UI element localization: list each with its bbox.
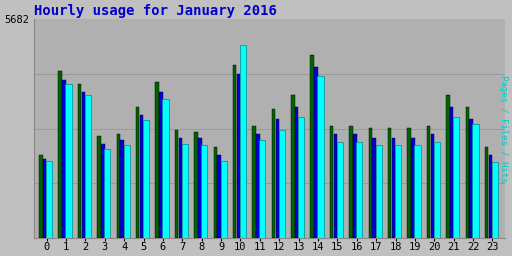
Bar	[159, 92, 163, 238]
Bar	[201, 145, 207, 238]
Bar	[395, 145, 401, 238]
Bar	[240, 45, 246, 238]
Text: Hourly usage for January 2016: Hourly usage for January 2016	[34, 4, 277, 18]
Bar	[97, 136, 101, 238]
Bar	[369, 128, 372, 238]
Bar	[136, 107, 139, 238]
Bar	[337, 142, 343, 238]
Bar	[123, 145, 130, 238]
Bar	[334, 134, 337, 238]
Bar	[356, 142, 362, 238]
Bar	[162, 99, 168, 238]
Bar	[198, 138, 202, 238]
Bar	[434, 142, 440, 238]
Bar	[372, 138, 376, 238]
Bar	[431, 134, 434, 238]
Bar	[411, 138, 415, 238]
Bar	[82, 92, 85, 238]
Bar	[317, 76, 324, 238]
Bar	[43, 159, 47, 238]
Bar	[298, 117, 304, 238]
Bar	[426, 126, 430, 238]
Bar	[376, 145, 382, 238]
Bar	[120, 140, 124, 238]
Bar	[140, 115, 143, 238]
Bar	[175, 130, 178, 238]
Bar	[182, 144, 188, 238]
Bar	[78, 84, 81, 238]
Bar	[295, 107, 298, 238]
Bar	[349, 126, 353, 238]
Bar	[256, 134, 260, 238]
Bar	[46, 161, 52, 238]
Bar	[194, 132, 198, 238]
Bar	[85, 95, 91, 238]
Bar	[489, 155, 492, 238]
Bar	[237, 74, 240, 238]
Bar	[408, 128, 411, 238]
Bar	[221, 161, 227, 238]
Bar	[275, 119, 279, 238]
Bar	[414, 145, 420, 238]
Bar	[117, 134, 120, 238]
Bar	[143, 121, 149, 238]
Bar	[252, 126, 256, 238]
Bar	[58, 70, 62, 238]
Bar	[214, 147, 217, 238]
Bar	[101, 144, 104, 238]
Bar	[353, 134, 356, 238]
Y-axis label: Pages / Files / Hits: Pages / Files / Hits	[499, 75, 508, 182]
Bar	[330, 126, 333, 238]
Bar	[465, 107, 469, 238]
Bar	[446, 95, 450, 238]
Bar	[259, 140, 265, 238]
Bar	[39, 155, 42, 238]
Bar	[279, 130, 285, 238]
Bar	[179, 138, 182, 238]
Bar	[453, 117, 459, 238]
Bar	[470, 119, 473, 238]
Bar	[388, 128, 392, 238]
Bar	[218, 155, 221, 238]
Bar	[272, 109, 275, 238]
Bar	[155, 82, 159, 238]
Bar	[392, 138, 395, 238]
Bar	[104, 149, 111, 238]
Bar	[66, 84, 72, 238]
Bar	[233, 65, 237, 238]
Bar	[314, 67, 318, 238]
Bar	[62, 80, 66, 238]
Bar	[473, 124, 479, 238]
Bar	[485, 147, 488, 238]
Bar	[310, 55, 314, 238]
Bar	[492, 162, 498, 238]
Bar	[450, 107, 454, 238]
Bar	[291, 95, 294, 238]
